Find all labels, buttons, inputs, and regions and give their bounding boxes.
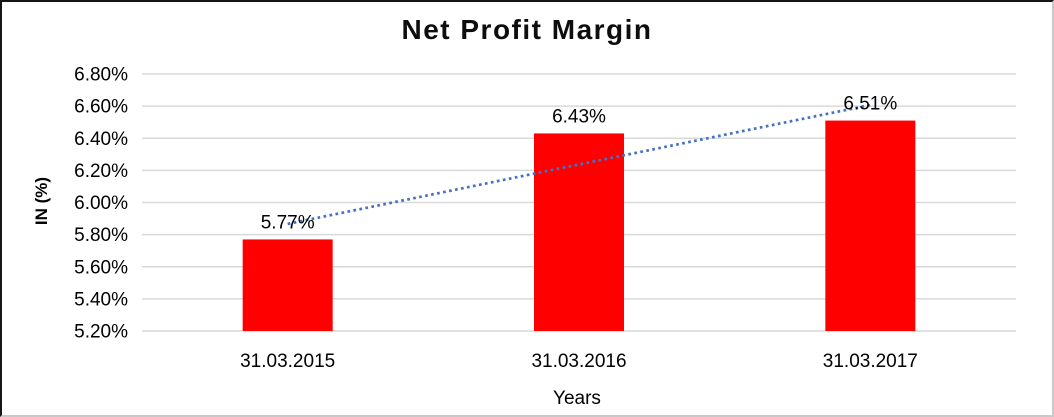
trendline [287,103,871,226]
bar [242,239,333,331]
x-axis-title: Years [553,388,601,409]
y-tick-label: 5.40% [74,289,128,310]
y-axis-title: IN (%) [32,176,51,226]
y-tick-label: 6.60% [74,97,128,118]
y-tick-label: 6.20% [74,161,128,182]
y-tick-label: 6.00% [74,193,128,214]
data-label: 6.51% [843,94,897,115]
data-label: 6.43% [552,106,606,127]
y-tick-label: 5.60% [74,257,128,278]
bar [534,133,624,331]
y-tick-label: 5.20% [74,322,128,343]
bar [825,120,916,331]
y-tick-label: 6.80% [74,65,128,86]
x-tick-label: 31.03.2017 [823,351,918,372]
chart-title: Net Profit Margin [401,14,653,45]
y-tick-label: 6.40% [74,129,128,150]
x-tick-label: 31.03.2015 [240,351,335,372]
x-tick-label: 31.03.2016 [531,351,626,372]
y-tick-label: 5.80% [74,225,128,246]
data-label: 5.77% [261,212,315,233]
